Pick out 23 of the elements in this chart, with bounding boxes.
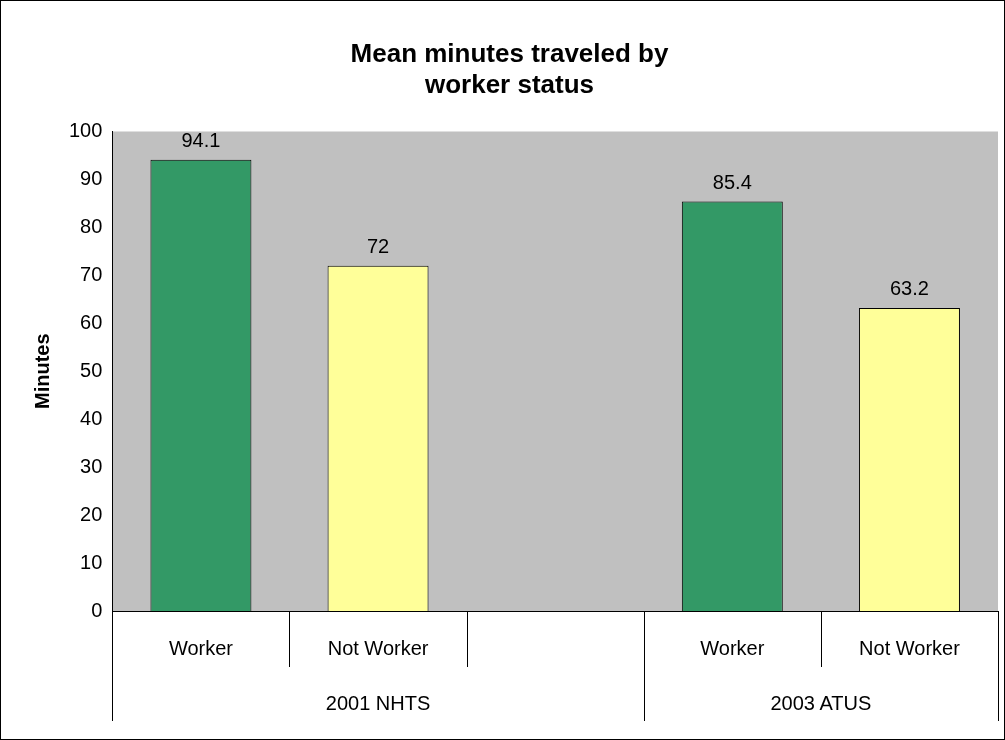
text: 2001 NHTS <box>325 691 431 714</box>
y-tick-label: 10 <box>80 550 103 573</box>
y-tick-label: 50 <box>80 358 103 381</box>
y-tick-label: 70 <box>80 262 103 285</box>
y-tick-label: 0 <box>91 598 103 621</box>
data-label: 63.2 <box>889 277 929 300</box>
text: 2003 ATUS <box>770 691 872 714</box>
x-tick-label: Not Worker <box>859 636 961 659</box>
y-tick-label: 60 <box>80 310 103 333</box>
y-tick-label: 30 <box>80 454 103 477</box>
x-tick-label: Worker <box>168 636 234 659</box>
y-tick-label: 90 <box>80 166 103 189</box>
y-axis-title: Minutes <box>30 333 53 409</box>
y-tick-label: 80 <box>80 214 103 237</box>
data-label: 94.1 <box>181 129 221 152</box>
y-tick-label: 100 <box>68 118 103 141</box>
y-tick-label: 40 <box>80 406 103 429</box>
x-tick-label: Worker <box>700 636 765 659</box>
data-label: 72 <box>366 235 390 258</box>
y-tick-label: 20 <box>80 502 103 525</box>
x-tick-label: Not Worker <box>327 636 429 659</box>
data-label: 85.4 <box>712 170 752 193</box>
chart-title: Mean minutes traveled by worker status <box>350 37 669 99</box>
